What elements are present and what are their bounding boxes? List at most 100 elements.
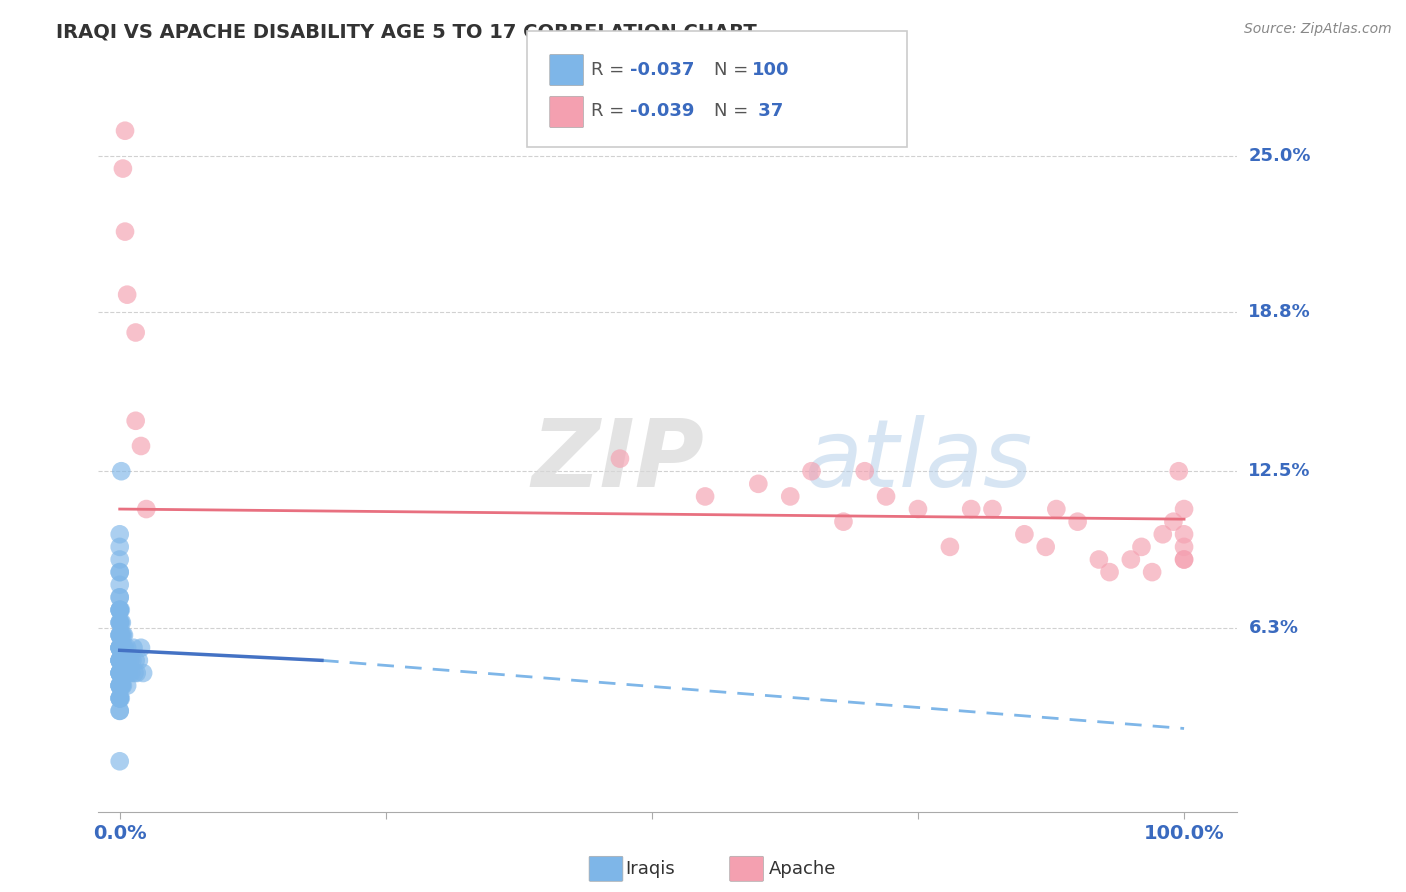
Point (108, 679, 131, 693)
Point (124, 653, 146, 667)
Point (111, 640, 134, 655)
Point (108, 665, 131, 680)
Point (108, 679, 131, 693)
Point (609, 451, 631, 466)
Text: 12.5%: 12.5% (1249, 462, 1310, 480)
Point (1088, 552, 1111, 566)
Point (108, 628, 131, 642)
Point (112, 628, 135, 642)
Point (108, 679, 131, 693)
Point (115, 287, 138, 301)
Point (108, 628, 131, 642)
Point (110, 665, 132, 680)
Point (125, 665, 148, 680)
Point (108, 653, 131, 667)
Point (115, 640, 138, 655)
Point (110, 653, 132, 667)
Point (108, 754, 131, 768)
Point (111, 628, 134, 642)
Point (124, 326, 146, 340)
Point (115, 665, 138, 680)
Point (117, 653, 139, 667)
Text: Apache: Apache (769, 860, 837, 878)
Point (1014, 527, 1036, 541)
Point (110, 679, 132, 693)
Point (121, 653, 143, 667)
Point (108, 591, 131, 605)
Point (124, 665, 146, 680)
Point (1045, 502, 1067, 516)
Point (108, 679, 131, 693)
Point (875, 490, 897, 504)
Point (108, 640, 131, 655)
Point (747, 476, 769, 491)
Point (115, 679, 138, 693)
Point (114, 640, 136, 655)
Point (108, 665, 131, 680)
Point (1173, 502, 1195, 516)
Point (1152, 527, 1174, 541)
Point (124, 414, 146, 428)
Point (108, 653, 131, 667)
Point (108, 704, 131, 718)
Point (108, 665, 131, 680)
Point (114, 665, 136, 680)
Point (800, 464, 823, 478)
Point (939, 540, 962, 554)
Point (108, 691, 131, 706)
Point (110, 640, 132, 655)
Point (693, 490, 716, 504)
Point (108, 653, 131, 667)
Point (110, 628, 132, 642)
Point (108, 640, 131, 655)
Point (108, 615, 131, 630)
Point (110, 653, 132, 667)
Point (132, 665, 155, 680)
Point (108, 640, 131, 655)
Point (110, 464, 132, 478)
Point (108, 691, 131, 706)
Point (108, 603, 131, 617)
Text: IRAQI VS APACHE DISABILITY AGE 5 TO 17 CORRELATION CHART: IRAQI VS APACHE DISABILITY AGE 5 TO 17 C… (56, 22, 756, 41)
Point (122, 640, 145, 655)
Point (1098, 565, 1121, 579)
Point (111, 161, 134, 176)
Point (114, 225, 136, 239)
Point (108, 628, 131, 642)
Point (111, 665, 134, 680)
Point (981, 502, 1004, 516)
Point (907, 502, 929, 516)
Point (108, 603, 131, 617)
Point (108, 565, 131, 579)
Point (1173, 552, 1195, 566)
Point (110, 679, 132, 693)
Point (108, 691, 131, 706)
Point (111, 628, 134, 642)
Point (108, 540, 131, 554)
Point (108, 603, 131, 617)
Point (108, 640, 131, 655)
Text: 100: 100 (752, 61, 790, 78)
Point (114, 653, 136, 667)
Point (108, 704, 131, 718)
Text: Iraqis: Iraqis (626, 860, 675, 878)
Point (111, 653, 134, 667)
Point (108, 653, 131, 667)
Point (110, 640, 132, 655)
Point (111, 665, 134, 680)
Point (129, 640, 152, 655)
Point (108, 565, 131, 579)
Point (108, 640, 131, 655)
Point (112, 640, 135, 655)
Point (108, 640, 131, 655)
Point (1173, 552, 1195, 566)
Point (1119, 552, 1142, 566)
Text: Source: ZipAtlas.com: Source: ZipAtlas.com (1244, 22, 1392, 37)
Point (120, 653, 142, 667)
Point (1130, 540, 1153, 554)
Point (111, 653, 134, 667)
Point (111, 679, 134, 693)
Text: N =: N = (714, 103, 754, 120)
Point (108, 679, 131, 693)
Point (832, 515, 855, 529)
